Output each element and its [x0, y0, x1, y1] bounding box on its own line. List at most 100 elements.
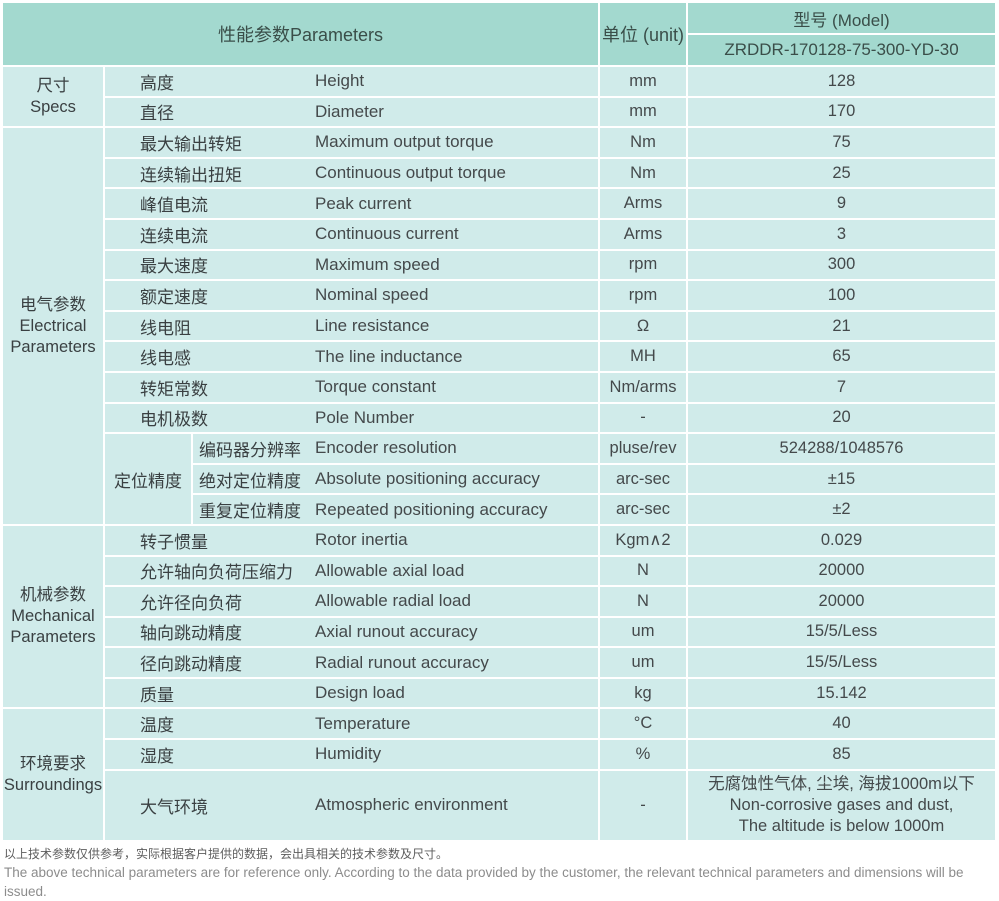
value-cell: 3	[688, 219, 995, 249]
parameter-name-cn: 重复定位精度	[199, 502, 301, 522]
parameter-name-cn: 允许轴向负荷压缩力	[140, 563, 293, 583]
footnote: 以上技术参数仅供参考，实际根据客户提供的数据，会出具相关的技术参数及尺寸。 Th…	[4, 846, 999, 901]
unit-cell: rpm	[600, 250, 686, 280]
parameter-name-cn: 额定速度	[140, 287, 208, 307]
value-cell: 21	[688, 311, 995, 341]
parameter-name-cn: 大气环境	[140, 797, 208, 817]
value-cell: 15/5/Less	[688, 617, 995, 647]
parameter-name-en: Humidity	[315, 744, 382, 764]
subgroup-rows: 编码器分辨率 Encoder resolution pluse/rev 524288/…	[193, 434, 995, 524]
parameter-name-en: Pole Number	[315, 407, 415, 427]
parameter-name-en: Continuous current	[315, 224, 459, 244]
parameter-name-cn: 连续输出扭矩	[140, 165, 242, 185]
spec-row: 连续电流 Continuous current Arms 3	[105, 219, 995, 249]
parameter-name-cn: 质量	[140, 685, 174, 705]
parameter-cell: 大气环境 Atmospheric environment	[105, 770, 598, 840]
parameter-name-en: Allowable axial load	[315, 560, 465, 580]
subcategory-cell: 定位精度	[105, 434, 191, 524]
category-cell-specs: 尺寸 Specs	[3, 67, 103, 127]
category-cell-electrical: 电气参数 Electrical Parameters	[3, 128, 103, 524]
spec-row: 湿度 Humidity% 85	[105, 740, 995, 769]
unit-cell: %	[600, 740, 686, 769]
spec-row: 线电阻 Line resistance Ω 21	[105, 311, 995, 341]
value-cell: 15.142	[688, 678, 995, 708]
parameter-name-cn: 电机极数	[140, 410, 208, 430]
unit-cell: mm	[600, 97, 686, 127]
unit-cell: Nm	[600, 158, 686, 188]
category-label-en: Specs	[30, 97, 76, 116]
parameter-name-en: Line resistance	[315, 316, 430, 336]
value-line: 无腐蚀性气体, 尘埃, 海拔1000m以下	[708, 774, 975, 793]
spec-row: 最大速度 Maximum speed rpm 300	[105, 250, 995, 280]
spec-row: 轴向跳动精度 Axial runout accuracy um 15/5/Less	[105, 617, 995, 647]
spec-row: 绝对定位精度 Absolute positioning accuracy arc-s…	[193, 464, 995, 494]
unit-cell: rpm	[600, 281, 686, 310]
category-label-en: Mechanical Parameters	[10, 607, 96, 647]
value-cell: 524288/1048576	[688, 434, 995, 463]
spec-row: 大气环境 Atmospheric environment - 无腐蚀性气体, 尘埃, …	[105, 770, 995, 840]
category-label-cn: 机械参数	[20, 586, 86, 605]
parameter-name-en: Allowable radial load	[315, 591, 471, 611]
value-cell: 20000	[688, 556, 995, 586]
parameter-cell: 电机极数 Pole Number	[105, 403, 598, 433]
spec-row: 重复定位精度 Repeated positioning accuracy arc-s…	[193, 495, 995, 524]
parameter-name-en: Encoder resolution	[315, 438, 457, 458]
parameter-name-cn: 编码器分辨率	[199, 440, 301, 460]
parameter-cell: 最大速度 Maximum speed	[105, 250, 598, 280]
parameter-name-cn: 峰值电流	[140, 196, 208, 216]
parameter-name-en: Maximum speed	[315, 254, 440, 274]
parameter-name-en: Temperature	[315, 713, 411, 733]
spec-row: 高度 Height mm 128	[105, 67, 995, 96]
spec-row: 温度 Temperature °C 40	[105, 709, 995, 739]
rows-mechanical: 转子惯量 Rotor inertia Kgm∧2 0.029 允许轴向负荷压缩力 Allo…	[105, 525, 995, 708]
spec-row: 电机极数 Pole Number -20	[105, 403, 995, 433]
parameter-name-cn: 高度	[140, 73, 174, 93]
value-cell: 无腐蚀性气体, 尘埃, 海拔1000m以下 Non-corrosive gases…	[688, 770, 995, 840]
parameter-name-en: Torque constant	[315, 377, 436, 397]
group-specs: 尺寸 Specs 高度 Height mm 128 直径 Diameter mm 170	[3, 67, 995, 127]
parameter-cell: 线电感 The line inductance	[105, 342, 598, 371]
category-label-cn: 尺寸	[36, 76, 70, 95]
unit-cell: arc-sec	[600, 464, 686, 494]
parameter-name-cn: 绝对定位精度	[199, 471, 301, 491]
category-label-en: Surroundings	[3, 775, 103, 794]
group-electrical: 电气参数 Electrical Parameters 最大输出转矩 Maximum…	[3, 128, 995, 524]
parameter-name-cn: 转子惯量	[140, 532, 208, 552]
parameter-cell: 转矩常数 Torque constant	[105, 372, 598, 402]
parameter-name-cn: 线电阻	[140, 318, 191, 338]
unit-header: 单位 (unit)	[600, 3, 686, 65]
parameter-cell: 质量 Design load	[105, 678, 598, 708]
category-cell-surroundings: 环境要求 Surroundings	[3, 709, 103, 840]
value-cell: 85	[688, 740, 995, 769]
unit-cell: °C	[600, 709, 686, 739]
parameter-cell: 直径 Diameter	[105, 97, 598, 127]
parameter-name-en: Atmospheric environment	[315, 795, 508, 815]
value-cell: 40	[688, 709, 995, 739]
positioning-accuracy-subgroup: 定位精度 编码器分辨率 Encoder resolution pluse/rev 524…	[105, 434, 995, 524]
spec-row: 线电感 The line inductance MH 65	[105, 342, 995, 371]
rows-surroundings: 温度 Temperature °C 40 湿度 Humidity% 85 大气环境 Atmosp…	[105, 709, 995, 840]
parameter-name-en: Design load	[315, 683, 405, 703]
value-cell: 15/5/Less	[688, 648, 995, 677]
category-label-en: Electrical Parameters	[10, 316, 96, 356]
model-value: ZRDDR-170128-75-300-YD-30	[688, 35, 995, 65]
spec-row: 允许轴向负荷压缩力 Allowable axial load N 20000	[105, 556, 995, 586]
parameter-cell: 允许轴向负荷压缩力 Allowable axial load	[105, 556, 598, 586]
model-header: 型号 (Model) ZRDDR-170128-75-300-YD-30	[688, 3, 995, 65]
value-cell: 20	[688, 403, 995, 433]
value-cell: ±15	[688, 464, 995, 494]
unit-cell: Kgm∧2	[600, 525, 686, 555]
parameter-name-en: Diameter	[315, 101, 384, 121]
parameter-name-cn: 转矩常数	[140, 379, 208, 399]
unit-cell: arc-sec	[600, 495, 686, 524]
parameter-cell: 允许径向负荷 Allowable radial load	[105, 587, 598, 616]
parameter-name-cn: 最大输出转矩	[140, 134, 242, 154]
parameter-cell: 峰值电流 Peak current	[105, 189, 598, 218]
spec-row: 直径 Diameter mm 170	[105, 97, 995, 127]
parameter-cell: 湿度 Humidity	[105, 740, 598, 769]
parameter-name-en: Rotor inertia	[315, 530, 408, 550]
parameter-name-en: Peak current	[315, 193, 412, 213]
value-cell: 9	[688, 189, 995, 218]
parameter-cell: 绝对定位精度 Absolute positioning accuracy	[193, 464, 598, 494]
group-surroundings: 环境要求 Surroundings 温度 Temperature °C 40 湿度 Hum…	[3, 709, 995, 840]
